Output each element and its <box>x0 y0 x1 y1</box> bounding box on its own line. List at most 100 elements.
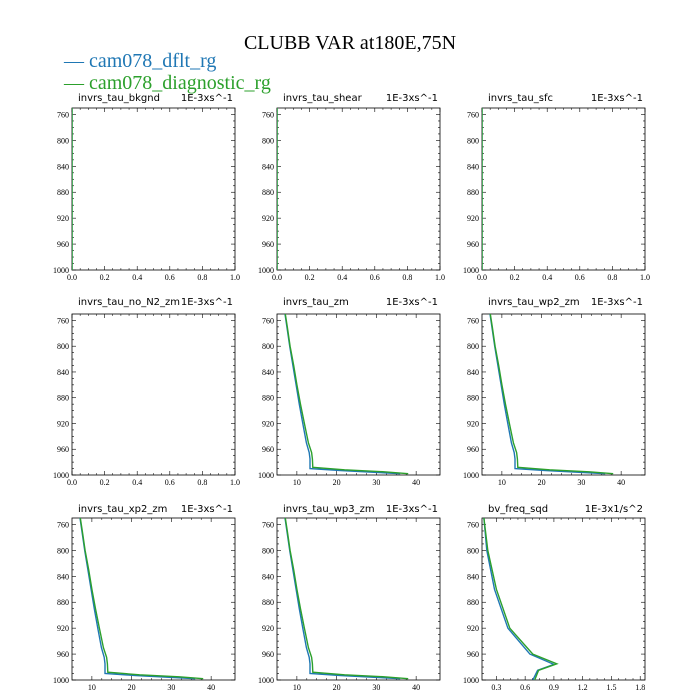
y-tick-label: 1000 <box>53 266 69 275</box>
plot-frame <box>71 517 236 681</box>
x-tick-label: 40 <box>412 683 420 692</box>
plot-frame <box>276 517 441 681</box>
x-tick-label: 0.4 <box>132 478 142 487</box>
y-tick-label: 760 <box>262 316 274 325</box>
legend-item-dflt: — cam078_dflt_rg <box>64 50 271 72</box>
y-tick-label: 920 <box>467 214 479 223</box>
y-tick-label: 800 <box>262 136 274 145</box>
y-tick-label: 1000 <box>463 266 479 275</box>
y-tick-label: 760 <box>262 520 274 529</box>
x-tick-label: 40 <box>207 683 215 692</box>
panel-units: 1E-3xs^-1 <box>386 504 438 515</box>
y-tick-label: 880 <box>57 598 69 607</box>
y-tick-label: 960 <box>467 650 479 659</box>
series-line <box>284 314 401 475</box>
y-tick-label: 760 <box>467 520 479 529</box>
x-tick-label: 0.9 <box>549 683 559 692</box>
x-tick-label: 0.2 <box>305 273 315 282</box>
y-tick-label: 800 <box>262 546 274 555</box>
panel-units: 1E-3xs^-1 <box>591 93 643 104</box>
x-tick-label: 0.4 <box>337 273 347 282</box>
x-tick-label: 40 <box>617 478 625 487</box>
plot-frame <box>481 313 646 476</box>
x-tick-label: 1.0 <box>435 273 445 282</box>
y-tick-label: 920 <box>262 419 274 428</box>
x-tick-label: 20 <box>333 478 341 487</box>
panel-title: invrs_tau_sfc <box>488 93 553 104</box>
legend-label: cam078_diagnostic_rg <box>89 72 271 94</box>
series-line <box>284 314 409 475</box>
plot-frame <box>276 107 441 271</box>
y-tick-label: 840 <box>262 368 274 377</box>
x-tick-label: 0.8 <box>607 273 617 282</box>
panel-units: 1E-3xs^-1 <box>386 93 438 104</box>
series-line <box>79 518 196 680</box>
y-tick-label: 760 <box>57 316 69 325</box>
y-tick-label: 760 <box>467 110 479 119</box>
y-tick-label: 880 <box>467 394 479 403</box>
x-tick-label: 20 <box>538 478 546 487</box>
panel-units: 1E-3xs^-1 <box>181 93 233 104</box>
y-tick-label: 920 <box>467 419 479 428</box>
panel-units: 1E-3xs^-1 <box>181 504 233 515</box>
page-title: CLUBB VAR at180E,75N <box>243 32 457 54</box>
y-tick-label: 760 <box>467 316 479 325</box>
plot-frame <box>481 517 646 681</box>
y-tick-label: 840 <box>57 572 69 581</box>
y-tick-label: 1000 <box>258 676 274 685</box>
chart-panel: invrs_tau_bkgnd 1E-3xs^-1 760 800 840 880 920 9… <box>53 93 240 282</box>
legend-item-diagnostic: — cam078_diagnostic_rg <box>64 72 271 94</box>
y-tick-label: 920 <box>467 624 479 633</box>
x-tick-label: 10 <box>293 683 301 692</box>
y-tick-label: 760 <box>57 520 69 529</box>
y-tick-label: 840 <box>467 368 479 377</box>
x-tick-label: 0.4 <box>542 273 552 282</box>
x-tick-label: 0.4 <box>132 273 142 282</box>
x-tick-label: 1.0 <box>230 273 240 282</box>
x-tick-label: 10 <box>498 478 506 487</box>
panel-units: 1E-3xs^-1 <box>591 297 643 308</box>
y-tick-label: 760 <box>57 110 69 119</box>
y-tick-label: 800 <box>467 136 479 145</box>
y-tick-label: 800 <box>467 342 479 351</box>
y-tick-label: 920 <box>262 214 274 223</box>
legend-label: cam078_dflt_rg <box>89 50 217 72</box>
y-tick-label: 960 <box>262 445 274 454</box>
chart-panel: invrs_tau_xp2_zm 1E-3xs^-1 760 800 840 880 920… <box>53 504 236 692</box>
x-tick-label: 10 <box>88 683 96 692</box>
y-tick-label: 880 <box>467 598 479 607</box>
legend: — cam078_dflt_rg — cam078_diagnostic_rg <box>64 50 271 94</box>
y-tick-label: 840 <box>467 162 479 171</box>
panel-title: invrs_tau_xp2_zm <box>78 504 167 515</box>
y-tick-label: 840 <box>262 572 274 581</box>
chart-panel: invrs_tau_wp2_zm 1E-3xs^-1 760 800 840 880 920… <box>463 297 646 487</box>
y-tick-label: 880 <box>262 188 274 197</box>
y-tick-label: 880 <box>262 598 274 607</box>
plot-frame <box>71 313 236 476</box>
plot-frame <box>71 107 236 271</box>
y-tick-label: 880 <box>467 188 479 197</box>
y-tick-label: 1000 <box>53 471 69 480</box>
x-tick-label: 0.6 <box>575 273 585 282</box>
series-line <box>483 518 559 680</box>
chart-panel: invrs_tau_zm 1E-3xs^-1 760 800 840 880 920 960 1… <box>258 297 441 487</box>
y-tick-label: 1000 <box>463 676 479 685</box>
series-line <box>483 518 556 680</box>
chart-panel: bv_freq_sqd 1E-3x1/s^2 760 800 840 880 920 960 1… <box>463 504 646 692</box>
x-tick-label: 0.0 <box>67 273 77 282</box>
y-tick-label: 1000 <box>53 676 69 685</box>
x-tick-label: 1.0 <box>230 478 240 487</box>
y-tick-label: 960 <box>57 650 69 659</box>
x-tick-label: 0.2 <box>100 273 110 282</box>
x-tick-label: 0.6 <box>165 273 175 282</box>
x-tick-label: 30 <box>167 683 175 692</box>
chart-panel: invrs_tau_sfc 1E-3xs^-1 760 800 840 880 920 960… <box>463 93 650 282</box>
panel-title: bv_freq_sqd <box>488 504 548 515</box>
x-tick-label: 0.2 <box>510 273 520 282</box>
panel-units: 1E-3xs^-1 <box>181 297 233 308</box>
plot-frame <box>276 313 441 476</box>
x-tick-label: 0.6 <box>370 273 380 282</box>
y-tick-label: 800 <box>57 546 69 555</box>
x-tick-label: 20 <box>333 683 341 692</box>
y-tick-label: 800 <box>57 136 69 145</box>
